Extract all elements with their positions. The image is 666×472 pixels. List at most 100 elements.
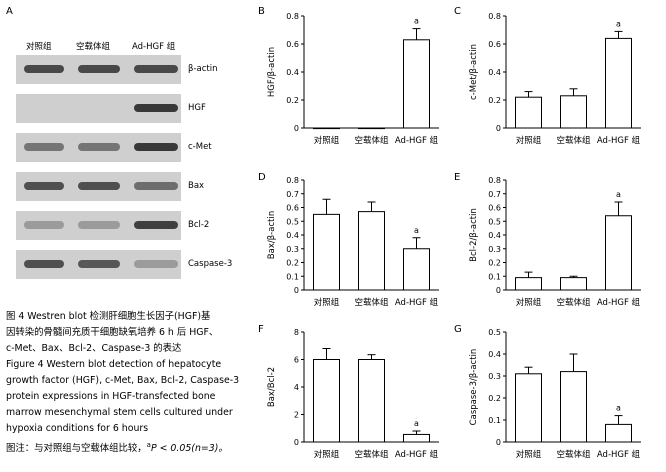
blot-band [78,260,120,268]
blot-band [134,182,178,190]
x-tick-label: 对照组 [314,449,340,460]
caption-line: 图 4 Westren blot 检测肝细胞生长因子(HGF)基 [6,311,211,322]
blot-strip [16,94,181,123]
y-tick-label: 0.3 [286,245,299,254]
y-tick-label: 0.8 [286,12,299,21]
y-tick-label: 0.6 [488,40,501,49]
y-tick-label: 0 [294,438,299,447]
significance-mark: a [616,190,621,199]
blot-row-label: β-actin [188,64,218,74]
y-tick-label: 0.6 [286,204,299,213]
bar [403,433,430,443]
y-tick-label: 0.6 [286,40,299,49]
caption-line: protein expressions in HGF-transfected b… [6,391,216,402]
significance-mark: a [616,19,621,28]
x-tick-label: 对照组 [516,297,542,308]
bar [358,127,385,130]
y-tick-label: 0 [496,286,501,295]
blot-band [134,65,178,73]
panel-label-f: F [258,324,264,335]
y-tick-label: 0.6 [488,204,501,213]
y-tick-label: 0.3 [488,372,501,381]
bar [515,373,542,443]
blot-strip [16,55,181,84]
y-axis-title: HGF/β-actin [267,47,277,97]
blot-strip [16,211,181,240]
y-tick-label: 0.1 [286,272,299,281]
x-tick-label: Ad-HGF 组 [395,449,439,460]
bar-chart-bax: 0 0.1 0.2 0.3 0.4 0.5 0.6 0.7 0.8 Bax/β-actin 对照组 空… [267,176,439,308]
blot-band [134,104,178,112]
caption-line: growth factor (HGF), c-Met, Bax, Bcl-2, … [6,375,240,386]
bar [605,37,632,129]
caption-line: marrow mesenchymal stem cells cultured u… [6,407,233,418]
x-tick-label: Ad-HGF 组 [597,449,641,460]
significance-mark: a [414,17,419,26]
blot-band [24,182,64,190]
x-tick-label: 空载体组 [354,135,389,146]
bar [403,248,430,291]
y-tick-label: 0.5 [488,217,501,226]
figure-caption: 图 4 Westren blot 检测肝细胞生长因子(HGF)基 因转染的骨髓间… [6,309,240,457]
significance-mark: a [414,226,419,235]
bar [358,359,385,443]
y-tick-label: 0 [294,286,299,295]
bar [605,215,632,291]
blot-lane-header: 空载体组 [76,42,111,52]
blot-band [78,221,120,229]
y-tick-label: 0.2 [286,96,299,105]
caption-note-sup: a [146,441,151,449]
x-tick-label: 对照组 [516,449,542,460]
y-axis-title: Bax/Bcl-2 [267,367,277,407]
y-tick-label: 0 [496,438,501,447]
y-tick-label: 0.2 [488,259,501,268]
blot-row-label: HGF [188,103,206,113]
blot-band [134,221,178,229]
bar [560,371,587,443]
x-tick-label: 空载体组 [354,297,389,308]
x-tick-label: Ad-HGF 组 [597,297,641,308]
bar [358,211,385,291]
caption-line: 因转染的骨髓间充质干细胞缺氧培养 6 h 后 HGF、 [6,327,219,338]
blot-lane-header: Ad-HGF 组 [132,42,176,52]
bar [605,423,632,443]
blot-strip [16,250,181,279]
y-tick-label: 0.8 [286,176,299,185]
blot-band [24,221,64,229]
blot-band [24,65,64,73]
bar [515,277,542,291]
y-tick-label: 0.2 [488,96,501,105]
bar-chart-hgf: 0 0.2 0.4 0.6 0.8 HGF/β-actin 对照组 空载体组 a Ad-HGF 组 [267,12,439,146]
blot-band [24,260,64,268]
blot-row-label: Bax [188,181,205,191]
caption-note: 图注：与对照组与空载体组比较，aP < 0.05(n=3)。 [6,437,238,457]
panel-label-a: A [6,6,13,17]
y-tick-label: 8 [294,328,299,337]
blot-row-label: Caspase-3 [188,259,233,269]
blot-band [78,65,120,73]
blot-row-label: c-Met [188,142,212,152]
bar [313,213,340,291]
y-tick-label: 0.1 [488,416,501,425]
y-tick-label: 0.5 [286,217,299,226]
y-tick-label: 0 [496,124,501,133]
y-tick-label: 0.4 [286,231,299,240]
bar-chart-caspase3: 0 0.1 0.2 0.3 0.4 0.5 Caspase-3/β-actin 对照组 空载体组… [469,328,641,460]
y-tick-label: 0.3 [488,245,501,254]
bar-chart-bcl2: 0 0.1 0.2 0.3 0.4 0.5 0.6 0.7 0.8 Bcl-2/β-actin 对照… [469,176,641,308]
y-tick-label: 0.1 [488,272,501,281]
y-tick-label: 0.8 [488,176,501,185]
y-tick-label: 4 [294,383,299,392]
significance-mark: a [616,404,621,413]
blot-band [134,260,178,268]
y-tick-label: 0.4 [488,68,501,77]
blot-band [78,143,120,151]
bar-chart-cmet: 0 0.2 0.4 0.6 0.8 c-Met/β-actin 对照组 空载体组 a Ad-HGF… [469,12,641,146]
panel-label-d: D [258,172,266,183]
y-tick-label: 0.5 [488,328,501,337]
y-tick-label: 0.4 [286,68,299,77]
bar [313,359,340,443]
caption-line: Figure 4 Western blot detection of hepat… [6,359,222,370]
bar [560,95,587,129]
y-tick-label: 0.4 [488,231,501,240]
